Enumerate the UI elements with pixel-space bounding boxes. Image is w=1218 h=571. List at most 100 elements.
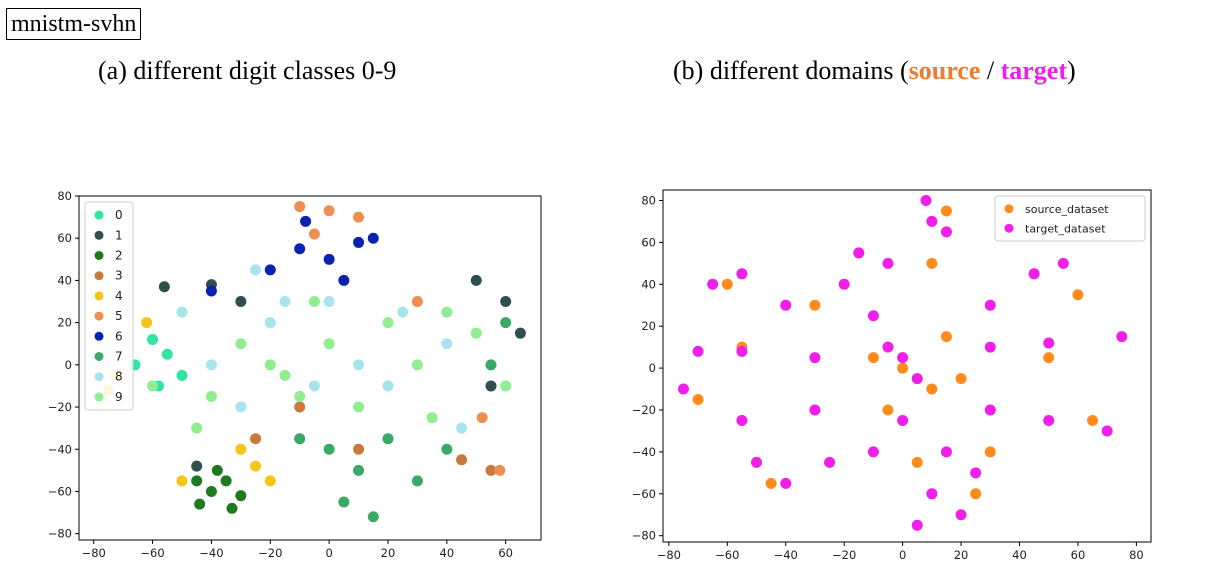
- caption-b-suffix: ): [1067, 56, 1076, 85]
- svg-text:80: 80: [1129, 548, 1144, 562]
- chart-b-point-1-13: [736, 268, 748, 280]
- chart-a-ytick-2: −40: [48, 442, 79, 456]
- chart-a-point-2-5: [191, 475, 203, 487]
- svg-text:−80: −80: [657, 548, 681, 562]
- chart-a-xtick-4: 0: [325, 540, 333, 560]
- chart-b-point-1-35: [897, 414, 909, 426]
- chart-a-xtick-6: 40: [440, 540, 454, 560]
- chart-b-point-0-13: [1043, 352, 1055, 364]
- svg-text:40: 40: [641, 277, 656, 291]
- svg-text:40: 40: [57, 273, 72, 287]
- caption-b-source: source: [908, 56, 981, 85]
- svg-text:4: 4: [115, 289, 123, 303]
- chart-b-point-0-11: [692, 394, 704, 406]
- chart-a-point-9-12: [308, 296, 320, 308]
- chart-a-point-9-14: [426, 412, 438, 424]
- chart-b-ytick-2: −40: [632, 445, 663, 459]
- chart-a-legend-item-8: 8: [94, 370, 123, 384]
- chart-a-legend-item-7: 7: [94, 350, 123, 364]
- figure-tag: mnistm-svhn: [6, 8, 142, 40]
- chart-a-point-3-1: [456, 454, 468, 466]
- chart-a-point-2-0: [205, 485, 217, 497]
- chart-b-point-1-19: [1043, 337, 1055, 349]
- chart-b-point-0-0: [897, 362, 909, 374]
- chart-a-point-8-7: [353, 359, 365, 371]
- chart-b-point-1-26: [1101, 425, 1113, 437]
- svg-text:60: 60: [57, 231, 72, 245]
- chart-a-point-9-10: [470, 327, 482, 339]
- svg-text:80: 80: [57, 189, 72, 203]
- chart-a-point-1-3: [514, 327, 526, 339]
- svg-text:60: 60: [1071, 548, 1086, 562]
- svg-text:−60: −60: [140, 546, 164, 560]
- chart-a-legend: 0 1 2 3 4 5 6 7 8 9: [84, 201, 134, 411]
- chart-a-xtick-5: 20: [381, 540, 395, 560]
- chart-b-point-1-32: [911, 519, 923, 531]
- chart-a-point-7-8: [500, 317, 512, 329]
- caption-b: (b) different domains (source / target): [673, 56, 1076, 86]
- chart-a-point-6-4: [338, 274, 350, 286]
- chart-a-point-8-0: [176, 306, 188, 318]
- chart-a-point-8-12: [279, 296, 291, 308]
- chart-a-point-5-0: [294, 201, 306, 213]
- chart-b-axes-frame: [662, 189, 1152, 543]
- chart-b-point-1-37: [970, 467, 982, 479]
- svg-text:6: 6: [115, 329, 123, 343]
- chart-b-point-0-8: [765, 477, 777, 489]
- chart-b-point-1-18: [984, 341, 996, 353]
- svg-text:8: 8: [115, 370, 123, 384]
- svg-text:−80: −80: [632, 529, 656, 543]
- chart-a-point-3-3: [485, 464, 497, 476]
- chart-a-point-9-6: [294, 390, 306, 402]
- chart-a-point-8-4: [382, 380, 394, 392]
- chart-b-point-0-19: [911, 456, 923, 468]
- chart-b-point-1-29: [751, 456, 763, 468]
- chart-a-point-9-7: [235, 338, 247, 350]
- svg-text:source_dataset: source_dataset: [1025, 203, 1109, 216]
- chart-a-point-1-0: [158, 281, 170, 293]
- caption-b-prefix: (b) different domains (: [673, 56, 909, 85]
- chart-b-point-0-17: [984, 446, 996, 458]
- chart-b-point-1-8: [940, 226, 952, 238]
- chart-b-point-1-7: [920, 194, 932, 206]
- chart-b-ytick-8: 80: [641, 193, 663, 207]
- chart-b-xtick-0: −80: [657, 542, 681, 562]
- chart-a-point-7-1: [353, 464, 365, 476]
- chart-a-legend-item-1: 1: [94, 228, 123, 242]
- chart-domains: −80 −60 −40 −20 0 20 40 60 80 −80 −60 −40 −20 0 20 40 60…: [632, 189, 1152, 562]
- svg-text:80: 80: [641, 193, 656, 207]
- chart-a-point-7-3: [367, 511, 379, 523]
- svg-text:−60: −60: [632, 487, 656, 501]
- chart-a-point-3-0: [294, 401, 306, 413]
- chart-b-point-0-7: [1072, 289, 1084, 301]
- chart-b-xtick-1: −60: [715, 542, 739, 562]
- chart-a-point-8-9: [397, 306, 409, 318]
- chart-b-xtick-7: 60: [1071, 542, 1086, 562]
- caption-b-target: target: [1000, 56, 1067, 85]
- svg-text:−40: −40: [774, 548, 798, 562]
- chart-a-point-8-1: [205, 359, 217, 371]
- chart-b-point-1-17: [692, 345, 704, 357]
- chart-b-point-0-3: [940, 331, 952, 343]
- chart-a-legend-item-6: 6: [94, 329, 123, 343]
- chart-a-point-9-11: [191, 422, 203, 434]
- chart-b-point-0-18: [809, 299, 821, 311]
- chart-a-point-8-5: [441, 338, 453, 350]
- svg-text:2: 2: [115, 249, 123, 263]
- chart-b-ytick-6: 40: [641, 277, 663, 291]
- chart-a-point-2-3: [235, 490, 247, 502]
- chart-b-ytick-5: 20: [641, 319, 663, 333]
- chart-b-xtick-8: 80: [1129, 542, 1144, 562]
- chart-b-xtick-3: −20: [832, 542, 856, 562]
- chart-a-point-2-6: [226, 502, 238, 514]
- chart-a-point-5-3: [411, 296, 423, 308]
- chart-b-point-0-14: [926, 257, 938, 269]
- svg-text:−20: −20: [258, 546, 282, 560]
- chart-a-point-4-4: [264, 475, 276, 487]
- caption-b-sep: /: [980, 56, 1001, 85]
- chart-a-ytick-0: −80: [48, 527, 79, 541]
- svg-text:1: 1: [115, 228, 123, 242]
- chart-b-point-1-31: [926, 488, 938, 500]
- svg-text:3: 3: [115, 269, 123, 283]
- chart-b-point-1-30: [940, 446, 952, 458]
